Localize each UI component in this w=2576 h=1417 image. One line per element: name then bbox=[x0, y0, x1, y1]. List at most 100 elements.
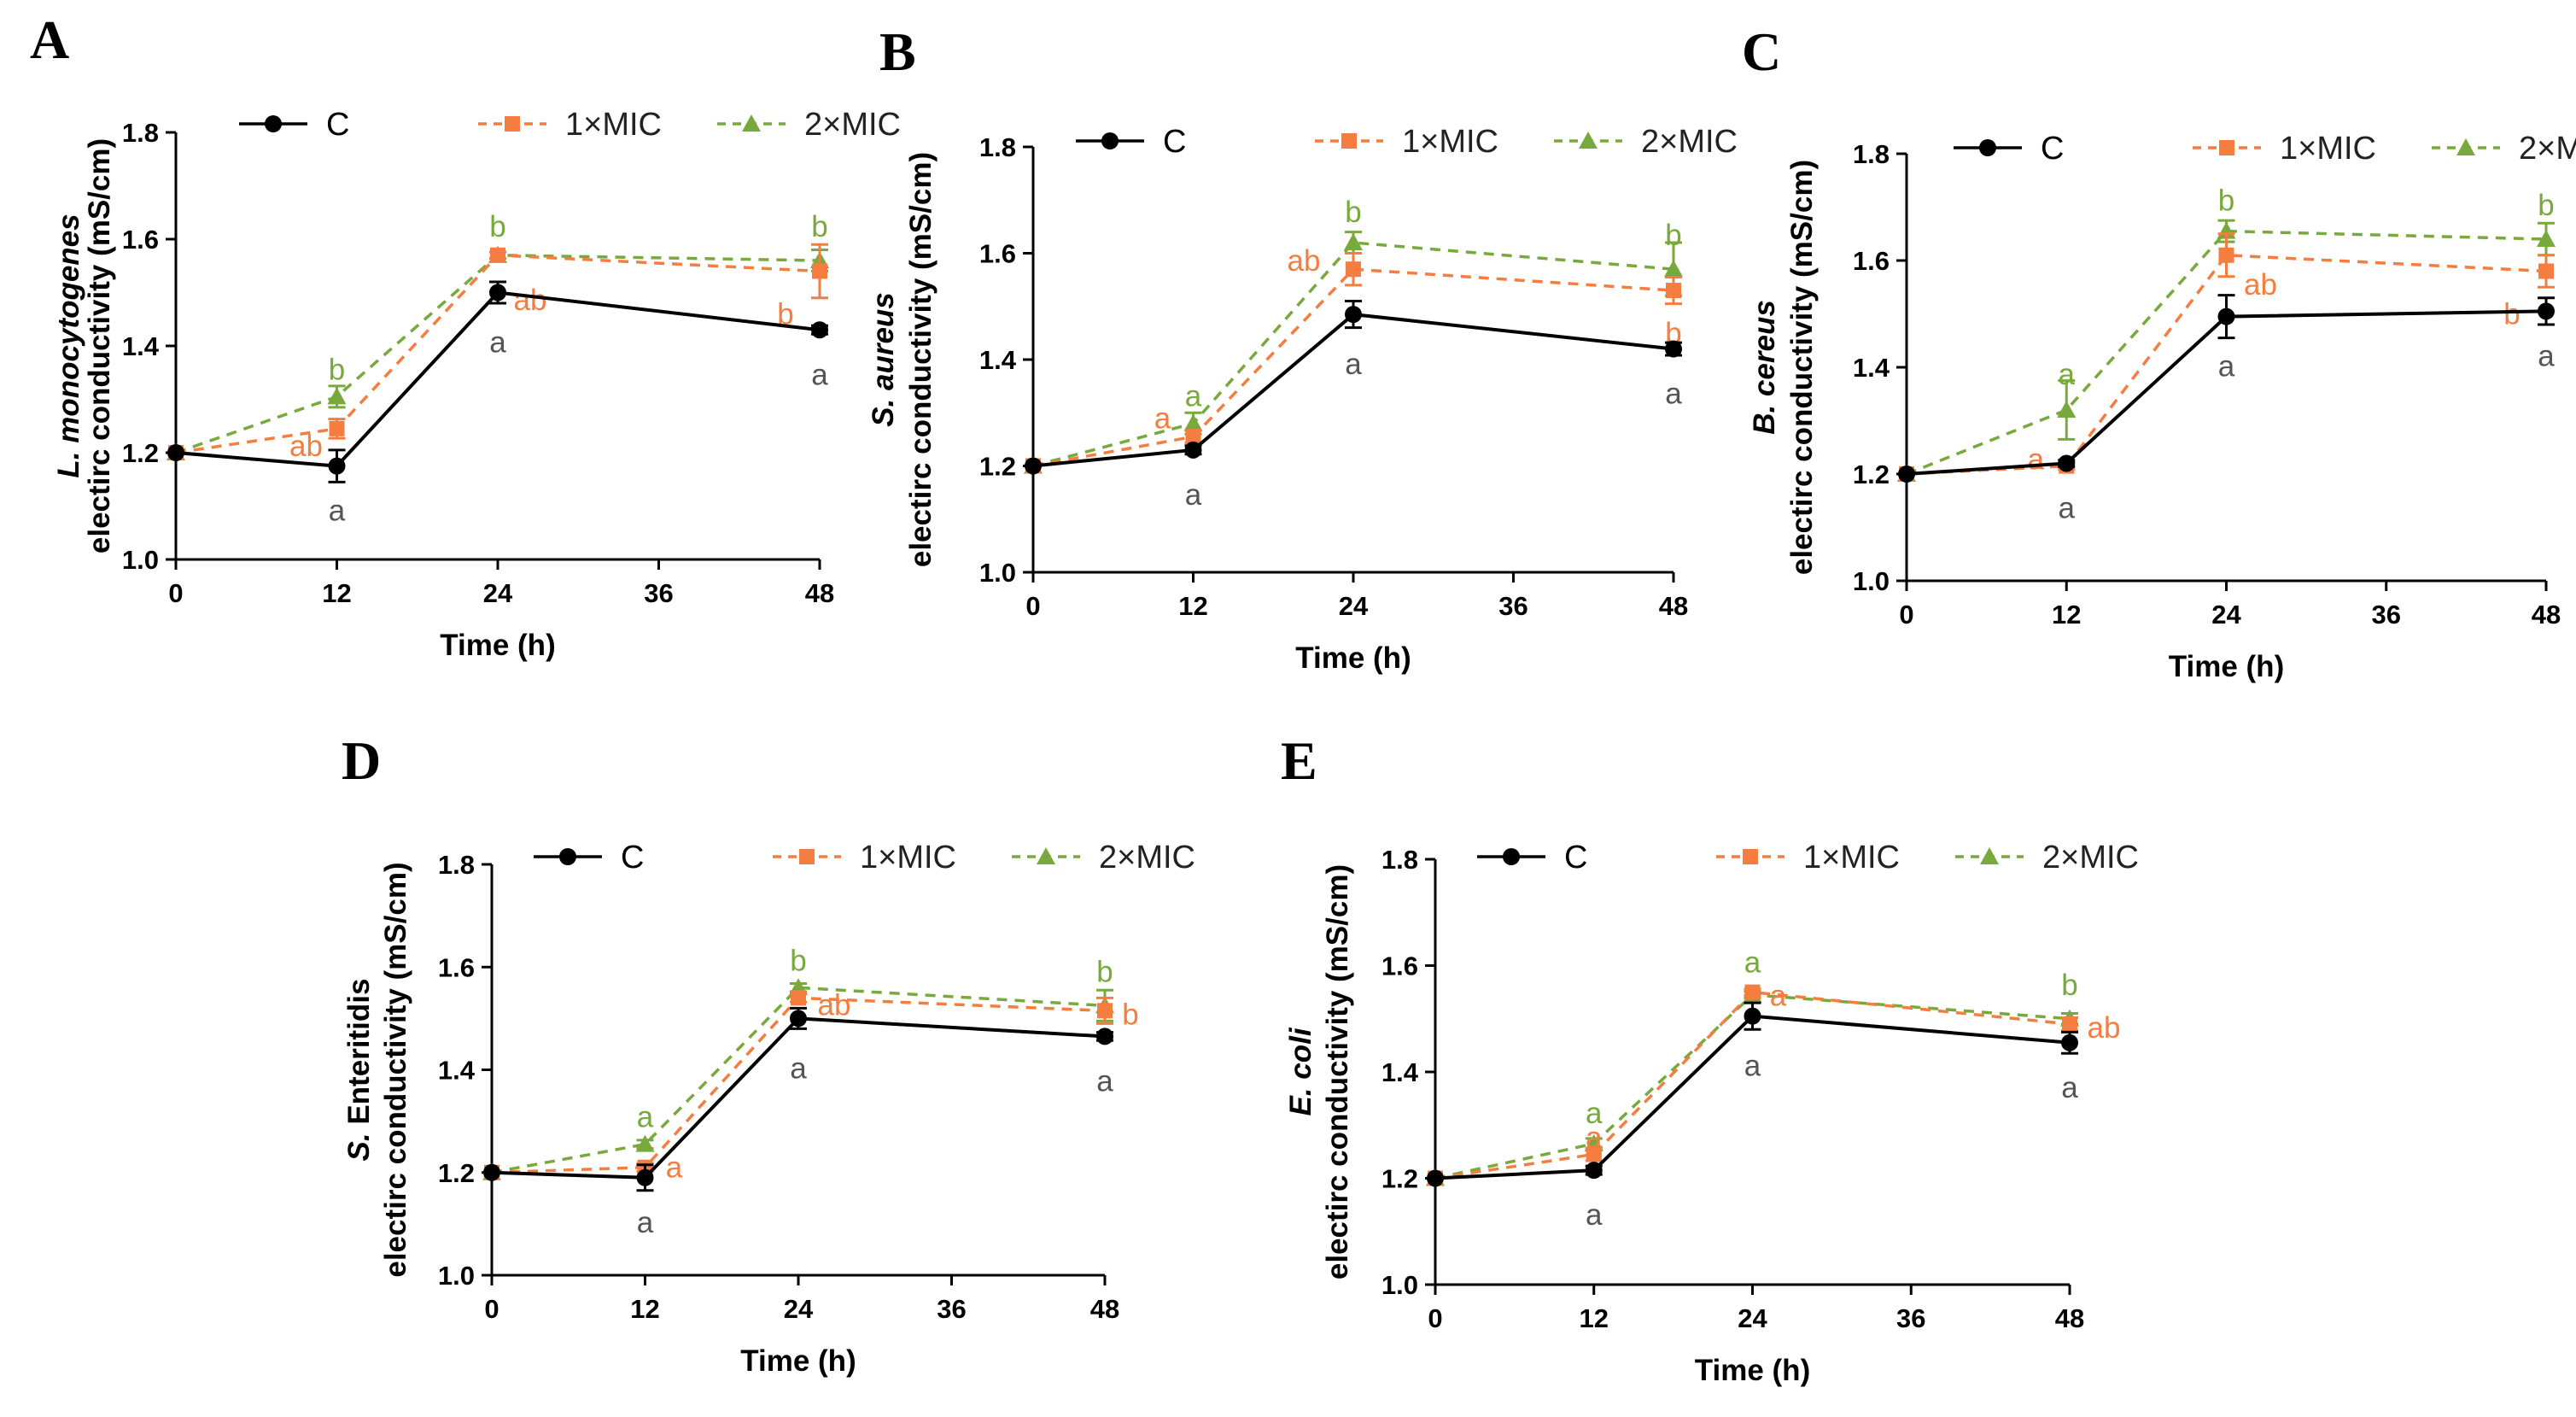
legend-label: 1×MIC bbox=[565, 107, 662, 143]
significance-label: a bbox=[637, 1101, 654, 1134]
significance-label: a bbox=[1345, 348, 1362, 381]
data-point bbox=[1898, 466, 1915, 483]
legend-label: 1×MIC bbox=[1803, 840, 1900, 875]
significance-label: a bbox=[2538, 339, 2555, 372]
data-point bbox=[2538, 302, 2555, 320]
series-line bbox=[491, 996, 1106, 1174]
y-axis-title-organism: S. Enteritidis bbox=[342, 979, 376, 1162]
significance-label: a bbox=[1770, 980, 1787, 1013]
significance-label: b bbox=[1345, 196, 1361, 229]
series-line bbox=[175, 253, 821, 454]
series-line bbox=[491, 1016, 1106, 1180]
series-line bbox=[491, 986, 1106, 1174]
y-tick-label: 1.2 bbox=[1853, 460, 1890, 489]
y-axis-title-plain: Enteritidis bbox=[342, 979, 376, 1133]
x-tick-label: 0 bbox=[168, 578, 183, 608]
y-tick-label: 1.6 bbox=[122, 225, 159, 255]
x-tick-label: 36 bbox=[644, 578, 673, 608]
data-point bbox=[2538, 263, 2554, 279]
significance-label: a bbox=[1154, 401, 1171, 435]
legend-marker bbox=[1579, 132, 1598, 149]
legend-label: 1×MIC bbox=[1402, 124, 1498, 160]
panel-letter: E bbox=[1281, 730, 1317, 791]
y-tick-label: 1.0 bbox=[979, 558, 1016, 588]
y-tick-label: 1.2 bbox=[438, 1158, 475, 1188]
panel-letter: A bbox=[30, 9, 69, 70]
y-axis-title-italic: S. bbox=[342, 1133, 376, 1161]
series-line bbox=[1032, 267, 1674, 468]
significance-label: a bbox=[1185, 380, 1202, 413]
x-axis-title: Time (h) bbox=[1695, 1354, 1810, 1387]
significance-label: b bbox=[811, 210, 827, 243]
legend-label: 2×MIC bbox=[1099, 840, 1195, 875]
y-axis-title-units: electirc conductivity (mS/cm) bbox=[379, 862, 412, 1277]
panel-letter: D bbox=[342, 730, 381, 791]
data-point bbox=[1744, 1007, 1761, 1025]
data-point bbox=[1664, 260, 1683, 278]
data-point bbox=[329, 420, 345, 436]
series-line bbox=[1906, 229, 2547, 476]
y-tick-label: 1.4 bbox=[438, 1056, 476, 1086]
y-tick-label: 1.6 bbox=[1853, 246, 1890, 276]
legend-marker bbox=[1743, 849, 1758, 864]
data-point bbox=[1666, 283, 1681, 299]
y-axis-title-organism: B. cereus bbox=[1748, 300, 1781, 435]
significance-label: a bbox=[811, 358, 828, 391]
data-point bbox=[1185, 429, 1201, 445]
series-line bbox=[1434, 990, 2071, 1180]
legend-marker bbox=[559, 848, 576, 865]
data-point bbox=[490, 247, 505, 263]
x-tick-label: 48 bbox=[1659, 591, 1688, 621]
y-axis-title-units: electirc conductivity (mS/cm) bbox=[1321, 864, 1354, 1279]
legend-label: 2×MIC bbox=[2042, 840, 2139, 875]
data-point bbox=[1586, 1146, 1602, 1162]
significance-label: b bbox=[489, 210, 505, 243]
significance-label: ab bbox=[2088, 1011, 2121, 1045]
y-tick-label: 1.2 bbox=[1381, 1164, 1418, 1194]
significance-label: a bbox=[329, 495, 346, 528]
legend-marker bbox=[265, 115, 282, 132]
data-point bbox=[2062, 1016, 2077, 1032]
series-line bbox=[175, 290, 821, 468]
data-point bbox=[1744, 984, 1761, 1000]
legend-marker bbox=[505, 116, 520, 132]
significance-label: a bbox=[2059, 358, 2076, 391]
y-tick-label: 1.4 bbox=[1381, 1057, 1419, 1087]
data-point bbox=[489, 284, 506, 302]
data-point bbox=[2217, 307, 2235, 325]
data-point bbox=[791, 990, 806, 1006]
y-tick-label: 1.6 bbox=[979, 239, 1016, 269]
legend-label: C bbox=[1163, 124, 1186, 160]
data-point bbox=[790, 1010, 807, 1028]
significance-label: a bbox=[1744, 1050, 1761, 1083]
data-point bbox=[1183, 413, 1203, 431]
y-tick-label: 1.2 bbox=[122, 438, 159, 468]
significance-label: a bbox=[637, 1206, 654, 1239]
data-point bbox=[327, 387, 347, 405]
data-point bbox=[635, 1134, 655, 1152]
data-point bbox=[1097, 1003, 1113, 1019]
x-axis-title: Time (h) bbox=[740, 1344, 856, 1378]
legend-marker bbox=[2456, 138, 2475, 155]
significance-label: b bbox=[790, 944, 806, 977]
data-point bbox=[2218, 247, 2234, 263]
significance-label: a bbox=[2028, 443, 2045, 477]
x-tick-label: 0 bbox=[1025, 591, 1040, 621]
y-tick-label: 1.0 bbox=[438, 1261, 475, 1291]
y-tick-label: 1.2 bbox=[979, 452, 1016, 482]
legend-label: C bbox=[2041, 131, 2064, 167]
y-tick-label: 1.6 bbox=[438, 952, 475, 982]
significance-label: a bbox=[2218, 350, 2235, 384]
significance-label: a bbox=[1096, 1064, 1113, 1098]
legend-label: C bbox=[1564, 840, 1587, 875]
panel-a: A 1.0 1.2 1.4 1.6 1.8 0 12 24 36 48 Time (h) L. mono… bbox=[30, 9, 901, 662]
data-point bbox=[1345, 306, 1362, 324]
x-axis-title: Time (h) bbox=[1295, 641, 1411, 675]
x-tick-label: 24 bbox=[2211, 600, 2241, 629]
y-tick-label: 1.4 bbox=[1853, 353, 1890, 383]
significance-label: b bbox=[1122, 998, 1138, 1031]
x-tick-label: 48 bbox=[2532, 600, 2561, 629]
significance-label: ab bbox=[2244, 268, 2277, 302]
x-tick-label: 36 bbox=[2372, 600, 2401, 629]
significance-label: b bbox=[2061, 969, 2077, 1002]
